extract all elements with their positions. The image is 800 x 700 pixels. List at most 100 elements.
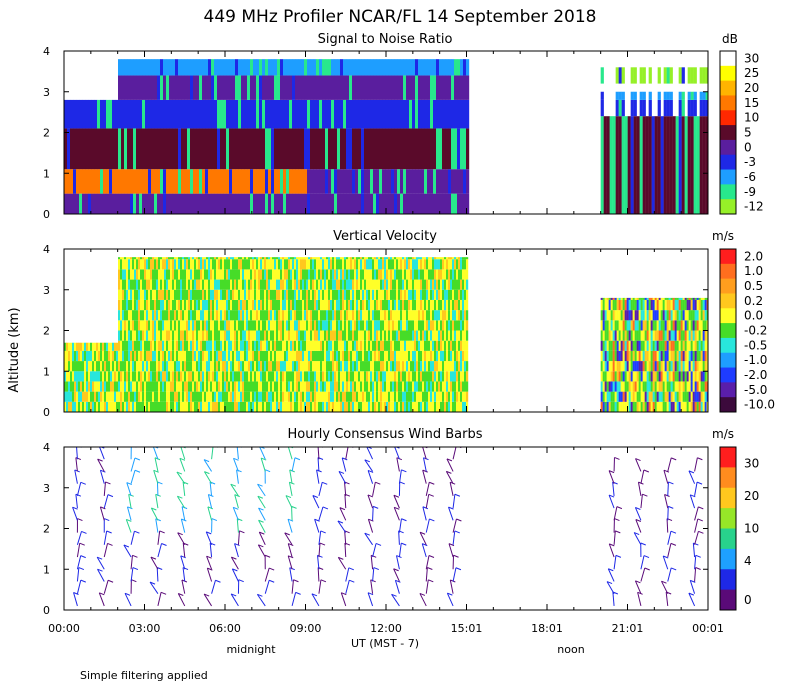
wind-barb [344,543,347,558]
wind-barb [257,544,266,558]
velocity-cell [662,350,665,362]
velocity-cell [188,269,191,280]
velocity-cell [68,342,71,351]
velocity-cell [692,401,695,412]
snr-cell [229,99,233,129]
velocity-cell [616,381,619,392]
velocity-cell [164,299,167,311]
velocity-cell [326,391,329,402]
velocity-cell [330,289,333,300]
velocity-cell [618,310,621,321]
velocity-cell [330,350,333,362]
velocity-cell [382,320,385,331]
velocity-cell [82,342,85,351]
velocity-cell [462,257,465,260]
velocity-cell [126,310,129,321]
velocity-cell [174,381,177,392]
velocity-cell [700,320,703,331]
velocity-cell [292,330,295,341]
velocity-cell [602,320,605,331]
velocity-cell [392,310,395,321]
snr-cell [648,67,652,84]
velocity-cell [344,361,347,372]
velocity-cell [362,279,365,290]
velocity-cell [168,257,171,260]
velocity-cell [292,279,295,290]
velocity-cell [270,299,273,311]
velocity-cell [412,340,415,351]
velocity-cell [154,391,157,402]
velocity-cell [208,381,211,392]
snr-cell [436,99,440,129]
snr-cell [310,128,314,170]
velocity-cell [634,310,637,321]
snr-cell [442,169,446,194]
velocity-cell [424,320,427,331]
wind-barb-flag [291,505,297,509]
wind-barb [76,543,81,558]
velocity-cell [264,257,267,260]
velocity-cell [408,310,411,321]
snr-cell [184,193,188,214]
velocity-cell [430,310,433,321]
velocity-cell [132,371,135,382]
velocity-cell [262,310,265,321]
velocity-cell [184,320,187,331]
snr-cell [214,99,218,129]
velocity-cell [192,257,195,260]
velocity-cell [376,257,379,260]
velocity-cell [286,381,289,392]
velocity-cell [134,299,137,311]
velocity-cell [618,340,621,351]
velocity-cell [416,299,419,311]
velocity-cell [212,289,215,300]
velocity-cell [142,381,145,392]
velocity-cell [602,391,605,402]
velocity-cell [612,299,615,311]
velocity-cell [134,279,137,290]
velocity-cell [198,391,201,402]
velocity-cell [130,371,133,382]
velocity-cell [104,401,107,412]
velocity-cell [380,381,383,392]
velocity-cell [314,371,317,382]
velocity-cell [340,330,343,341]
snr-cell [148,169,152,194]
velocity-cell [426,279,429,290]
velocity-cell [204,361,207,372]
velocity-cell [340,289,343,300]
velocity-cell [658,391,661,402]
velocity-cell [86,350,89,362]
velocity-cell [626,320,629,331]
velocity-cell [324,289,327,300]
velocity-cell [370,401,373,412]
colorbar-label: 10 [744,111,759,125]
velocity-cell [398,310,401,321]
velocity-cell [620,350,623,362]
snr-cell [262,99,266,129]
velocity-cell [254,330,257,341]
velocity-cell [334,361,337,372]
velocity-cell [142,269,145,280]
velocity-cell [456,350,459,362]
velocity-cell [280,289,283,300]
velocity-cell [688,297,691,300]
velocity-cell [222,257,225,260]
velocity-cell [404,269,407,280]
velocity-cell [704,350,707,362]
velocity-cell [296,330,299,341]
snr-cell [690,91,694,100]
velocity-cell [146,330,149,341]
velocity-cell [98,361,101,372]
velocity-cell [182,401,185,412]
wind-barb-flag [150,556,157,560]
velocity-cell [278,269,281,280]
velocity-cell [176,259,179,270]
velocity-cell [162,371,165,382]
velocity-cell [256,279,259,290]
velocity-cell [356,269,359,280]
velocity-cell [262,279,265,290]
velocity-cell [254,361,257,372]
snr-cell [355,128,359,170]
snr-cell [259,193,263,214]
